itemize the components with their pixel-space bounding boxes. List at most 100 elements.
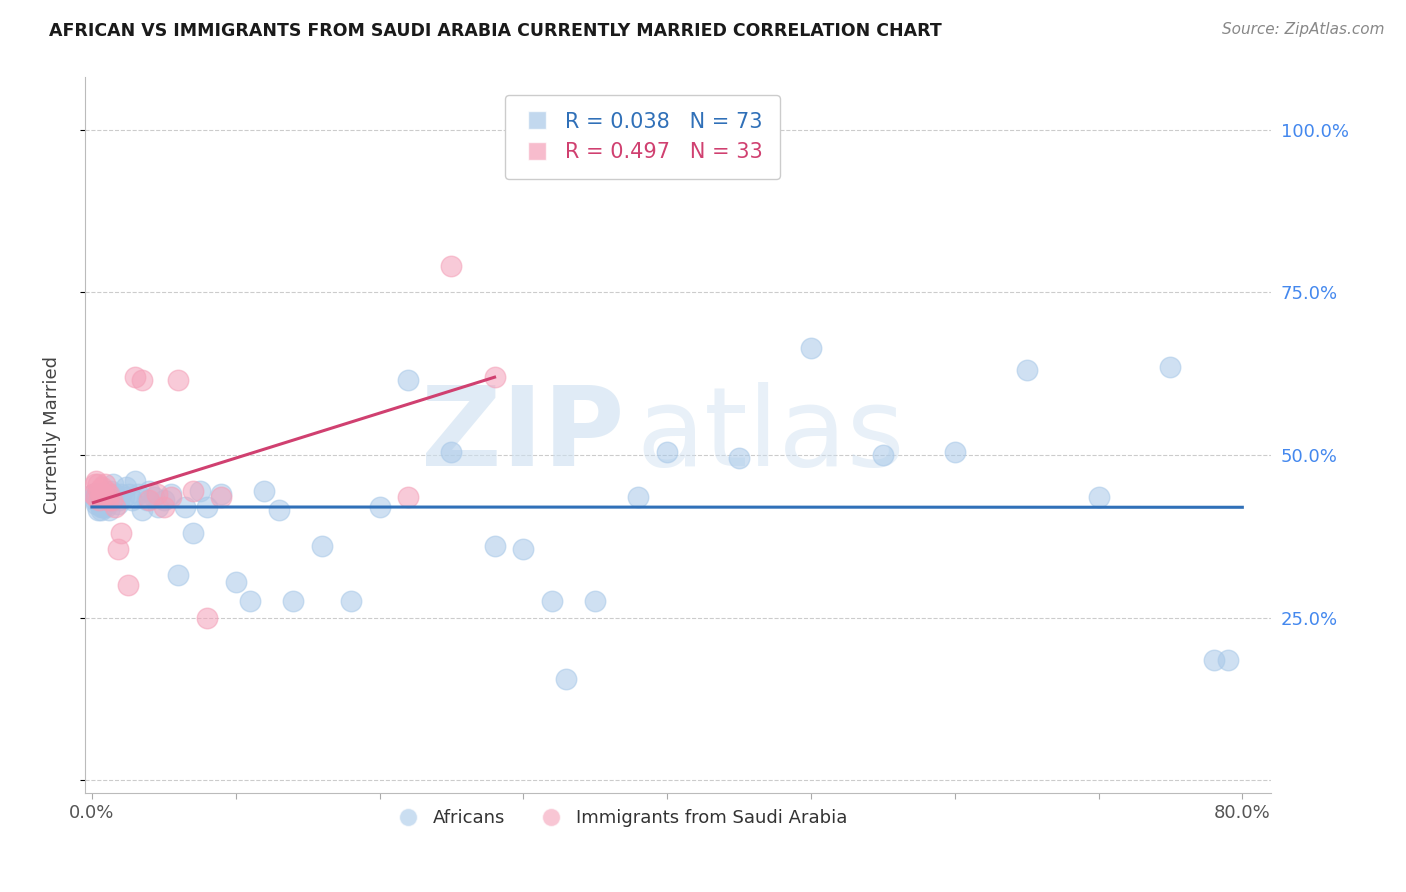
- Legend: Africans, Immigrants from Saudi Arabia: Africans, Immigrants from Saudi Arabia: [382, 802, 855, 834]
- Point: [541, 594, 564, 608]
- Point: [115, 480, 138, 494]
- Point: [101, 493, 124, 508]
- Text: ZIP: ZIP: [422, 382, 624, 489]
- Point: [90, 487, 112, 501]
- Point: [138, 483, 160, 498]
- Text: Source: ZipAtlas.com: Source: ZipAtlas.com: [1222, 22, 1385, 37]
- Point: [160, 487, 183, 501]
- Point: [131, 373, 153, 387]
- Point: [118, 487, 141, 501]
- Point: [87, 490, 110, 504]
- Point: [512, 542, 534, 557]
- Point: [105, 490, 128, 504]
- Point: [97, 493, 120, 508]
- Point: [84, 487, 107, 501]
- Point: [131, 503, 153, 517]
- Point: [98, 503, 121, 517]
- Point: [800, 341, 823, 355]
- Point: [146, 500, 169, 514]
- Point: [107, 497, 129, 511]
- Point: [181, 526, 204, 541]
- Point: [83, 490, 105, 504]
- Point: [101, 493, 124, 508]
- Point: [84, 474, 107, 488]
- Point: [110, 526, 132, 541]
- Point: [311, 539, 333, 553]
- Point: [138, 493, 160, 508]
- Point: [97, 493, 120, 508]
- Point: [555, 673, 578, 687]
- Point: [1159, 359, 1181, 374]
- Text: AFRICAN VS IMMIGRANTS FROM SAUDI ARABIA CURRENTLY MARRIED CORRELATION CHART: AFRICAN VS IMMIGRANTS FROM SAUDI ARABIA …: [49, 22, 942, 40]
- Point: [86, 493, 108, 508]
- Point: [174, 500, 197, 514]
- Point: [396, 490, 419, 504]
- Point: [84, 490, 107, 504]
- Point: [943, 444, 966, 458]
- Point: [160, 490, 183, 504]
- Point: [655, 444, 678, 458]
- Point: [188, 483, 211, 498]
- Point: [283, 594, 305, 608]
- Point: [142, 490, 165, 504]
- Point: [94, 477, 117, 491]
- Point: [121, 493, 143, 508]
- Point: [440, 259, 463, 273]
- Point: [91, 490, 114, 504]
- Point: [83, 493, 105, 508]
- Point: [195, 610, 218, 624]
- Point: [225, 574, 247, 589]
- Point: [484, 369, 506, 384]
- Point: [96, 487, 118, 501]
- Point: [93, 487, 115, 501]
- Point: [209, 487, 232, 501]
- Point: [1216, 653, 1239, 667]
- Point: [87, 493, 110, 508]
- Point: [368, 500, 391, 514]
- Point: [124, 474, 146, 488]
- Point: [90, 500, 112, 514]
- Point: [135, 493, 157, 508]
- Point: [124, 369, 146, 384]
- Point: [96, 483, 118, 498]
- Point: [90, 503, 112, 517]
- Point: [153, 493, 176, 508]
- Point: [440, 444, 463, 458]
- Point: [339, 594, 361, 608]
- Point: [104, 500, 127, 514]
- Point: [112, 490, 135, 504]
- Point: [110, 487, 132, 501]
- Point: [267, 503, 290, 517]
- Point: [93, 500, 115, 514]
- Point: [86, 503, 108, 517]
- Point: [91, 487, 114, 501]
- Point: [96, 500, 118, 514]
- Point: [167, 568, 190, 582]
- Point: [82, 487, 104, 501]
- Point: [108, 493, 131, 508]
- Point: [396, 373, 419, 387]
- Point: [1202, 653, 1225, 667]
- Point: [239, 594, 262, 608]
- Point: [93, 490, 115, 504]
- Point: [100, 483, 122, 498]
- Point: [583, 594, 606, 608]
- Point: [87, 487, 110, 501]
- Point: [86, 477, 108, 491]
- Point: [83, 477, 105, 491]
- Point: [82, 487, 104, 501]
- Point: [103, 477, 125, 491]
- Point: [145, 487, 167, 501]
- Point: [872, 448, 894, 462]
- Point: [127, 487, 149, 501]
- Point: [181, 483, 204, 498]
- Point: [195, 500, 218, 514]
- Point: [484, 539, 506, 553]
- Point: [209, 490, 232, 504]
- Point: [87, 483, 110, 498]
- Point: [91, 493, 114, 508]
- Point: [98, 487, 121, 501]
- Point: [253, 483, 276, 498]
- Text: atlas: atlas: [637, 382, 905, 489]
- Point: [104, 487, 127, 501]
